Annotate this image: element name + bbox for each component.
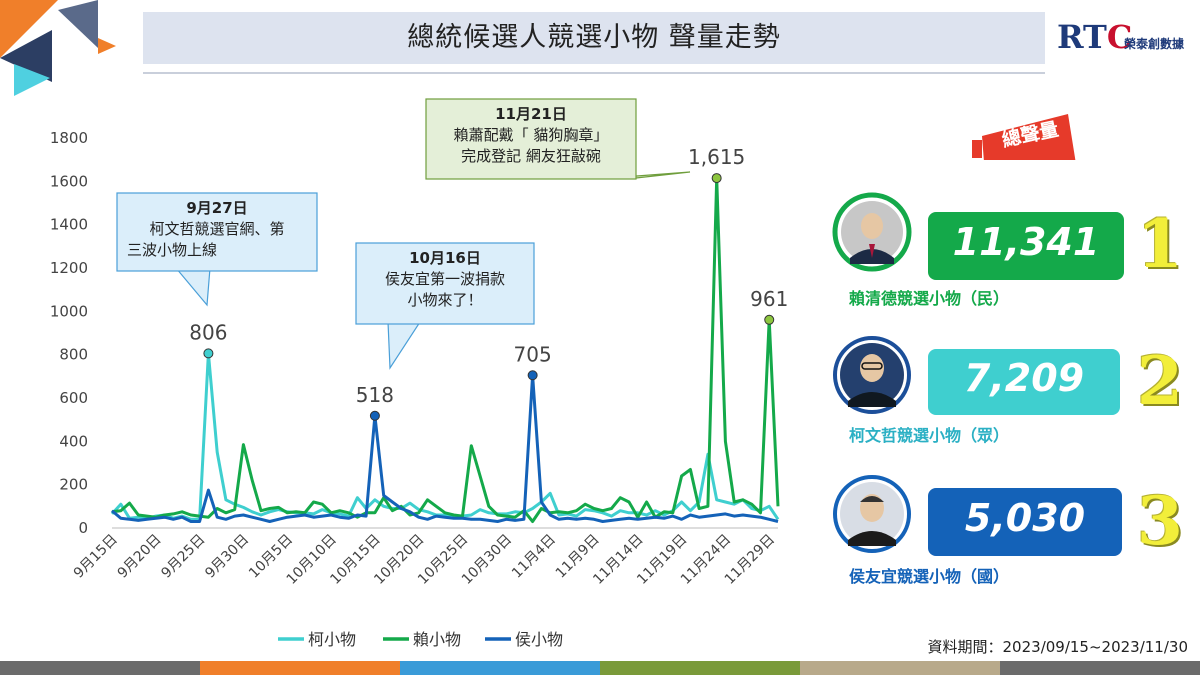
- total-card-1: [928, 212, 1124, 280]
- peak-marker: [203, 348, 214, 359]
- footer-segment: [400, 661, 600, 675]
- footer-segment: [1000, 661, 1200, 675]
- data-period: 資料期間：2023/09/15~2023/11/30: [927, 638, 1188, 656]
- rank-2: 2: [1137, 342, 1183, 420]
- x-tick-label: 9月25日: [158, 532, 208, 582]
- corner-triangle-small: [98, 38, 116, 54]
- y-tick-label: 1000: [50, 302, 88, 320]
- callout-sep27-text: 9月27日 柯文哲競選官網、第 三波小物上線: [117, 198, 317, 261]
- peak-marker: [711, 173, 722, 184]
- x-tick-label: 9月20日: [115, 532, 165, 582]
- footer-segment: [600, 661, 800, 675]
- title-divider: [143, 72, 1045, 74]
- total-value-1: 11,341: [952, 220, 1100, 264]
- total-value-3: 5,030: [964, 496, 1086, 540]
- title-bar: [143, 12, 1045, 64]
- candidate-label-3: 侯友宜競選小物（國）: [848, 567, 1009, 586]
- footer-segment: [800, 661, 1000, 675]
- footer-segment: [0, 661, 200, 675]
- x-axis: 9月15日9月20日9月25日9月30日10月5日10月10日10月15日10月…: [71, 527, 778, 588]
- peak-marker: [764, 314, 775, 325]
- callout-sep27: [116, 192, 318, 307]
- corner-triangle-navy: [0, 30, 52, 82]
- x-tick-label: 9月30日: [202, 532, 252, 582]
- logo: RTC: [1057, 18, 1132, 56]
- y-tick-label: 1800: [50, 129, 88, 147]
- callout-line: 三波小物上線: [127, 241, 218, 259]
- corner-triangle-cyan: [14, 64, 50, 96]
- rank-3: 3: [1137, 482, 1183, 560]
- page-title: 總統候選人競選小物 聲量走勢: [407, 22, 781, 53]
- callout-oct16-text: 10月16日 侯友宜第一波捐款 小物來了！: [356, 248, 534, 311]
- callout-oct16: [355, 242, 535, 370]
- callout-line: 小物來了！: [407, 291, 483, 309]
- peak-markers: 806 518 705 1,615 961: [189, 145, 788, 421]
- legend: 柯小物 賴小物 侯小物: [278, 630, 563, 649]
- y-tick-label: 400: [59, 432, 88, 450]
- y-axis: 0 200 400 600 800 1000 1200 1400 1600 1800: [50, 129, 88, 537]
- data-label: 518: [356, 383, 394, 407]
- callout-line: 賴蕭配戴「 貓狗胸章」: [453, 126, 609, 144]
- callout-heading: 10月16日: [409, 249, 481, 267]
- rank-1: 1: [1137, 205, 1183, 283]
- logo-subtitle: 榮泰創數據: [1124, 37, 1185, 51]
- logo-mark-c: C: [1106, 18, 1133, 56]
- callout-nov21: [425, 98, 691, 180]
- peak-marker: [369, 410, 380, 421]
- x-tick-label: 11月4日: [509, 532, 559, 582]
- candidate-label-2: 柯文哲競選小物（眾）: [848, 426, 1009, 445]
- y-tick-label: 0: [78, 519, 88, 537]
- legend-label: 柯小物: [308, 630, 356, 649]
- callout-heading: 9月27日: [186, 199, 248, 217]
- avatar: [833, 475, 911, 553]
- avatar: [833, 336, 911, 414]
- peak-marker: [527, 370, 538, 381]
- data-label: 1,615: [688, 145, 745, 169]
- callout-heading: 11月21日: [495, 105, 567, 123]
- avatar: [832, 192, 912, 272]
- legend-label: 侯小物: [515, 630, 563, 649]
- legend-label: 賴小物: [413, 630, 461, 649]
- y-tick-label: 1200: [50, 259, 88, 277]
- data-label: 806: [189, 320, 227, 344]
- total-card-3: [928, 488, 1122, 556]
- total-value-2: 7,209: [963, 356, 1085, 400]
- data-label: 961: [750, 287, 788, 311]
- candidate-label-1: 賴清德競選小物（民）: [848, 289, 1009, 308]
- corner-decoration: [0, 0, 116, 96]
- y-tick-label: 600: [59, 389, 88, 407]
- series-line: [111, 373, 779, 523]
- megaphone-icon: [972, 114, 1076, 160]
- y-tick-label: 200: [59, 476, 88, 494]
- series-line: [111, 176, 780, 523]
- callout-line: 完成登記 網友狂敲碗: [461, 147, 601, 165]
- callout-line: 柯文哲競選官網、第: [149, 220, 285, 238]
- total-card-2: [928, 349, 1120, 415]
- data-label: 705: [514, 342, 552, 366]
- callout-nov21-text: 11月21日 賴蕭配戴「 貓狗胸章」 完成登記 網友狂敲碗: [426, 104, 636, 167]
- y-tick-label: 1600: [50, 172, 88, 190]
- x-tick-label: 9月15日: [71, 532, 121, 582]
- footer-segment: [200, 661, 400, 675]
- corner-triangle-gray: [58, 0, 98, 48]
- series-lines: [110, 176, 780, 523]
- callout-line: 侯友宜第一波捐款: [384, 270, 505, 288]
- corner-triangle-orange: [0, 0, 58, 58]
- y-tick-label: 800: [59, 346, 88, 364]
- logo-mark-rt: RT: [1057, 18, 1107, 56]
- y-tick-label: 1400: [50, 216, 88, 234]
